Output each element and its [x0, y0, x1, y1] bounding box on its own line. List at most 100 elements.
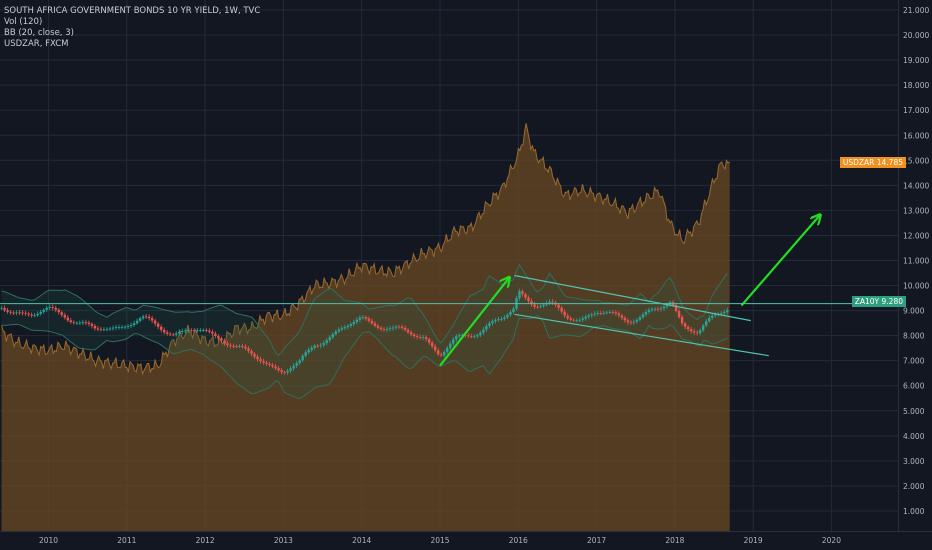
candle-body — [403, 327, 407, 330]
candle-body — [358, 317, 362, 320]
x-axis[interactable]: 2010 2011 2012 2013 2014 2015 2016 2017 2018 2019… — [0, 531, 932, 546]
candle-body — [117, 327, 121, 328]
x-tick-label: 2010 — [39, 536, 58, 545]
candle-body — [126, 326, 130, 327]
candle-body — [57, 309, 60, 313]
candle-body — [695, 332, 699, 334]
candle-body — [563, 311, 566, 316]
candle-body — [60, 312, 63, 315]
candle-body — [701, 325, 705, 331]
candle-body — [214, 333, 217, 336]
candle-body — [388, 328, 392, 330]
candle-body — [108, 328, 112, 330]
candle-body — [253, 353, 256, 357]
candle-body — [27, 313, 30, 315]
candle-body — [81, 322, 85, 324]
y-tick-label: 3.000 — [903, 457, 925, 466]
candle-body — [644, 311, 648, 315]
candle-body — [144, 316, 148, 318]
candle-body — [217, 335, 220, 339]
candle-body — [304, 352, 307, 356]
candle-body — [653, 308, 657, 310]
legend-usdzar[interactable]: USDZAR, FXCM — [4, 39, 69, 49]
za10y-tag-value: 9.280 — [881, 297, 903, 306]
candle-body — [202, 330, 205, 331]
candle-body — [590, 314, 593, 316]
candle-body — [66, 317, 70, 321]
candle-body — [150, 318, 154, 321]
candle-body — [352, 321, 356, 325]
candle-body — [509, 311, 512, 315]
candle-body — [611, 312, 615, 313]
y-tick-label: 4.000 — [903, 432, 925, 441]
candle-body — [96, 328, 100, 330]
candle-body — [322, 342, 325, 345]
x-tick-label: 2018 — [665, 536, 684, 545]
candle-body — [440, 354, 443, 356]
candle-body — [232, 345, 235, 347]
candle-body — [443, 351, 446, 356]
x-tick-label: 2020 — [822, 536, 841, 545]
candle-body — [446, 347, 449, 352]
usdzar-area — [1, 123, 730, 532]
za10y-price-tag: ZA10Y 9.280 — [851, 296, 906, 307]
candle-body — [295, 363, 298, 366]
candle-body — [220, 338, 223, 341]
candle-body — [292, 365, 295, 369]
candle-body — [566, 315, 569, 319]
y-tick-label: 2.000 — [903, 482, 925, 491]
candle-body — [632, 321, 636, 323]
y-tick-label: 11.000 — [903, 256, 929, 265]
y-axis[interactable]: 1.000 2.000 3.000 4.000 5.000 6.000 7.000 8.000… — [898, 0, 932, 550]
x-tick-label: 2011 — [117, 536, 136, 545]
candle-body — [310, 347, 313, 350]
candle-body — [605, 312, 609, 314]
candle-body — [512, 308, 515, 312]
candle-body — [102, 329, 106, 331]
candle-body — [617, 313, 621, 316]
candle-body — [334, 331, 338, 335]
candle-body — [262, 361, 265, 363]
legend-bollinger[interactable]: BB (20, close, 3) — [4, 28, 74, 38]
candle-body — [698, 330, 702, 334]
candle-body — [123, 326, 127, 328]
candle-body — [238, 346, 241, 347]
candle-body — [72, 322, 76, 323]
candle-body — [488, 323, 491, 327]
candle-body — [138, 318, 142, 321]
candle-body — [346, 325, 350, 328]
y-tick-label: 21.000 — [903, 6, 929, 15]
y-tick-label: 19.000 — [903, 56, 929, 65]
candle-body — [12, 312, 15, 314]
candle-body — [190, 330, 193, 331]
legend-title[interactable]: SOUTH AFRICA GOVERNMENT BONDS 10 YR YIEL… — [4, 6, 261, 16]
candle-body — [707, 317, 711, 322]
candle-body — [376, 325, 380, 328]
candle-body — [223, 340, 226, 344]
y-tick-label: 14.000 — [903, 181, 929, 190]
drawings — [0, 215, 898, 367]
usdzar-area-fill — [1, 123, 730, 532]
candle-body — [659, 308, 663, 310]
candle-body — [391, 327, 395, 329]
candle-body — [271, 365, 274, 367]
candle-body — [530, 301, 533, 305]
candle-body — [159, 326, 163, 330]
y-tick-label: 5.000 — [903, 407, 925, 416]
candle-body — [400, 326, 404, 328]
legend-volume[interactable]: Vol (120) — [4, 17, 43, 27]
candle-body — [63, 314, 67, 318]
chart-legend: SOUTH AFRICA GOVERNMENT BONDS 10 YR YIEL… — [4, 6, 260, 50]
candle-body — [193, 330, 196, 332]
x-tick-label: 2015 — [430, 536, 449, 545]
candle-body — [382, 329, 386, 330]
bollinger-lower — [1, 314, 728, 400]
candle-body — [497, 319, 500, 321]
candle-body — [162, 329, 166, 333]
candle-body — [470, 336, 473, 337]
candle-body — [328, 337, 331, 341]
candle-body — [548, 301, 551, 303]
candle-body — [461, 334, 464, 336]
candle-body — [674, 305, 678, 312]
